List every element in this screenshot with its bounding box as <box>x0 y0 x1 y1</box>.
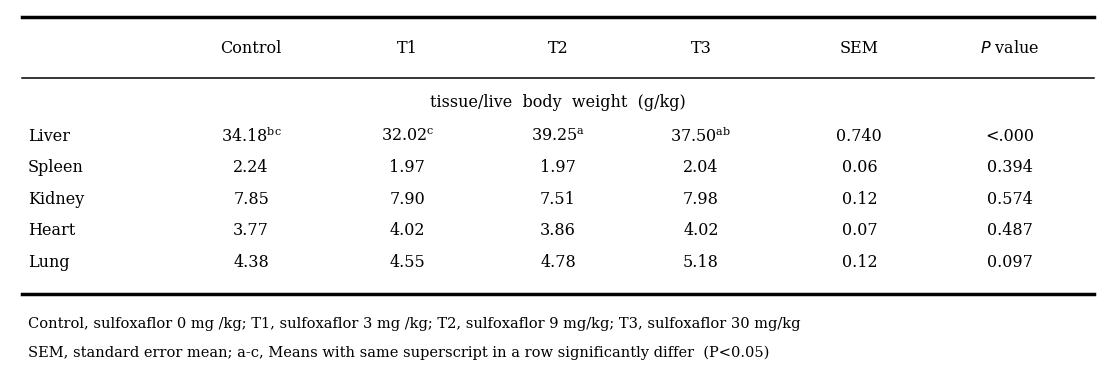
Text: 37.50$^{\mathregular{ab}}$: 37.50$^{\mathregular{ab}}$ <box>671 127 731 146</box>
Text: Kidney: Kidney <box>28 191 84 208</box>
Text: 7.51: 7.51 <box>540 191 576 208</box>
Text: 0.12: 0.12 <box>841 254 877 271</box>
Text: 7.90: 7.90 <box>389 191 425 208</box>
Text: 3.86: 3.86 <box>540 222 576 239</box>
Text: 2.04: 2.04 <box>683 159 719 176</box>
Text: Control: Control <box>221 40 281 58</box>
Text: Heart: Heart <box>28 222 75 239</box>
Text: 0.097: 0.097 <box>987 254 1033 271</box>
Text: 0.07: 0.07 <box>841 222 877 239</box>
Text: SEM, standard error mean; a-c, Means with same superscript in a row significantl: SEM, standard error mean; a-c, Means wit… <box>28 346 769 360</box>
Text: Liver: Liver <box>28 128 70 145</box>
Text: 5.18: 5.18 <box>683 254 719 271</box>
Text: 7.98: 7.98 <box>683 191 719 208</box>
Text: 0.394: 0.394 <box>987 159 1033 176</box>
Text: 4.38: 4.38 <box>233 254 269 271</box>
Text: 32.02$^{\mathregular{c}}$: 32.02$^{\mathregular{c}}$ <box>381 128 434 145</box>
Text: Control, sulfoxaflor 0 mg /kg; T1, sulfoxaflor 3 mg /kg; T2, sulfoxaflor 9 mg/kg: Control, sulfoxaflor 0 mg /kg; T1, sulfo… <box>28 316 800 331</box>
Text: 1.97: 1.97 <box>389 159 425 176</box>
Text: 7.85: 7.85 <box>233 191 269 208</box>
Text: 4.78: 4.78 <box>540 254 576 271</box>
Text: Spleen: Spleen <box>28 159 84 176</box>
Text: 0.574: 0.574 <box>987 191 1033 208</box>
Text: SEM: SEM <box>840 40 878 58</box>
Text: 4.02: 4.02 <box>389 222 425 239</box>
Text: 4.02: 4.02 <box>683 222 719 239</box>
Text: 3.77: 3.77 <box>233 222 269 239</box>
Text: 39.25$^{\mathregular{a}}$: 39.25$^{\mathregular{a}}$ <box>531 128 585 145</box>
Text: 0.487: 0.487 <box>987 222 1033 239</box>
Text: T3: T3 <box>691 40 711 58</box>
Text: 0.12: 0.12 <box>841 191 877 208</box>
Text: 2.24: 2.24 <box>233 159 269 176</box>
Text: T1: T1 <box>397 40 417 58</box>
Text: 34.18$^{\mathregular{bc}}$: 34.18$^{\mathregular{bc}}$ <box>221 127 281 146</box>
Text: <.000: <.000 <box>985 128 1035 145</box>
Text: T2: T2 <box>548 40 568 58</box>
Text: Lung: Lung <box>28 254 69 271</box>
Text: $\mathit{P}$ value: $\mathit{P}$ value <box>980 40 1040 58</box>
Text: 0.06: 0.06 <box>841 159 877 176</box>
Text: 4.55: 4.55 <box>389 254 425 271</box>
Text: 1.97: 1.97 <box>540 159 576 176</box>
Text: tissue/live  body  weight  (g/kg): tissue/live body weight (g/kg) <box>430 94 686 111</box>
Text: 0.740: 0.740 <box>837 128 882 145</box>
